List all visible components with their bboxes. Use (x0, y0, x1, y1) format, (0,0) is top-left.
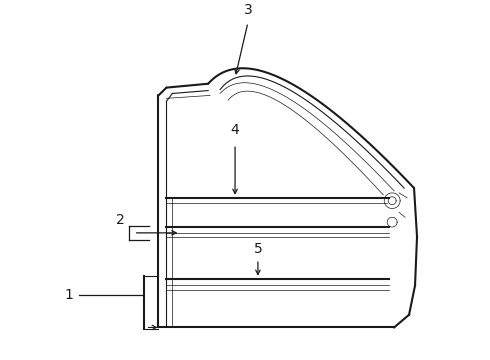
Text: 1: 1 (65, 288, 74, 302)
Text: 5: 5 (253, 242, 262, 256)
Text: 3: 3 (244, 4, 252, 17)
Text: 4: 4 (231, 123, 240, 137)
Text: 2: 2 (116, 213, 125, 227)
